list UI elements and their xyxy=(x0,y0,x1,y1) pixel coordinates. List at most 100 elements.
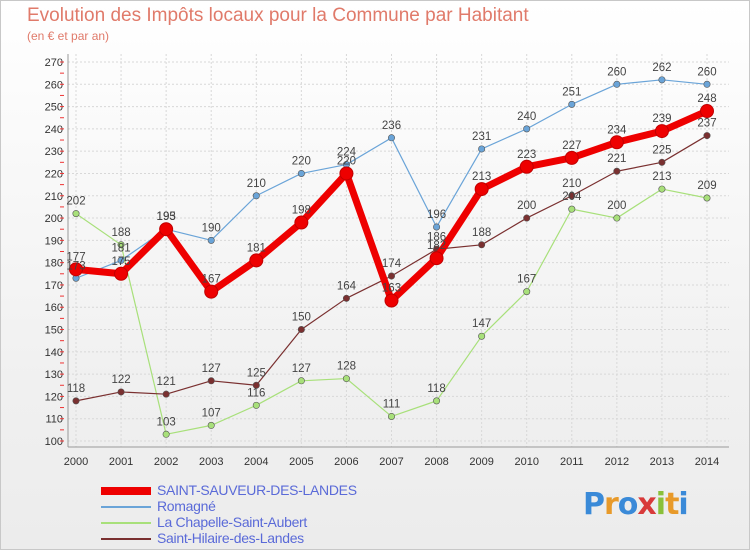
data-point xyxy=(207,377,215,385)
data-label: 107 xyxy=(202,407,221,419)
legend-label: SAINT-SAUVEUR-DES-LANDES xyxy=(157,482,357,498)
data-point xyxy=(568,192,576,200)
chart-title: Evolution des Impôts locaux pour la Comm… xyxy=(27,5,529,26)
x-tick-label: 2012 xyxy=(605,456,629,468)
y-tick-label: 190 xyxy=(45,235,63,247)
data-point xyxy=(207,421,215,429)
y-tick-label: 270 xyxy=(45,57,63,69)
legend-label: Saint-Hilaire-des-Landes xyxy=(157,530,304,546)
x-tick-label: 2008 xyxy=(424,456,448,468)
logo-letter: o xyxy=(617,487,639,522)
data-label: 111 xyxy=(383,398,400,410)
data-point xyxy=(387,134,395,142)
data-label: 164 xyxy=(337,280,357,292)
data-label: 220 xyxy=(292,155,311,167)
data-label: 239 xyxy=(652,113,671,125)
data-point xyxy=(297,377,305,385)
legend-swatch xyxy=(101,487,151,495)
legend-swatch xyxy=(101,538,151,540)
data-label: 237 xyxy=(697,118,716,130)
data-point xyxy=(433,397,441,405)
data-label: 167 xyxy=(517,274,536,286)
data-point xyxy=(519,159,534,174)
data-label: 202 xyxy=(66,196,85,208)
data-point xyxy=(297,326,305,334)
x-tick-label: 2013 xyxy=(650,456,674,468)
data-point xyxy=(613,214,621,222)
data-point xyxy=(249,253,264,268)
x-tick-label: 2005 xyxy=(289,456,313,468)
data-point xyxy=(478,241,486,249)
data-label: 125 xyxy=(247,367,266,379)
data-label: 193 xyxy=(157,211,176,223)
y-tick-label: 200 xyxy=(45,213,63,225)
data-label: 234 xyxy=(607,124,627,136)
data-point xyxy=(252,192,260,200)
data-label: 240 xyxy=(517,111,536,123)
data-label: 262 xyxy=(652,62,671,74)
x-tick-label: 2001 xyxy=(109,456,133,468)
logo-letter: x xyxy=(637,487,656,522)
data-point xyxy=(478,332,486,340)
data-point xyxy=(297,169,305,177)
logo-letter: r xyxy=(604,487,619,522)
data-label: 260 xyxy=(697,66,716,78)
data-point xyxy=(613,167,621,175)
data-label: 163 xyxy=(382,283,401,295)
x-tick-label: 2003 xyxy=(199,456,223,468)
data-point xyxy=(609,135,624,150)
data-point xyxy=(703,80,711,88)
data-point xyxy=(252,381,260,389)
x-tick-label: 2007 xyxy=(379,456,403,468)
x-tick-label: 2000 xyxy=(64,456,88,468)
data-label: 190 xyxy=(202,222,221,234)
data-label: 116 xyxy=(247,387,265,399)
data-label: 210 xyxy=(562,178,581,190)
logo-letter: i xyxy=(655,487,666,522)
data-point xyxy=(114,266,129,281)
data-label: 209 xyxy=(697,180,716,192)
y-tick-label: 210 xyxy=(45,191,63,203)
data-point xyxy=(613,80,621,88)
data-point xyxy=(654,124,669,139)
data-point xyxy=(474,182,489,197)
grid xyxy=(68,54,729,447)
axes: 1001101201301401501601701801902002102202… xyxy=(45,54,729,468)
data-label: 181 xyxy=(247,242,266,254)
data-label: 225 xyxy=(652,144,671,156)
data-point xyxy=(342,294,350,302)
data-label: 200 xyxy=(517,200,536,212)
data-label: 195 xyxy=(157,211,176,223)
data-point xyxy=(342,375,350,383)
data-point xyxy=(72,210,80,218)
data-point xyxy=(162,430,170,438)
data-point xyxy=(700,104,714,119)
data-point xyxy=(117,241,125,249)
x-tick-label: 2004 xyxy=(244,456,268,468)
legend-swatch xyxy=(101,506,151,508)
data-point xyxy=(117,256,125,264)
y-tick-label: 130 xyxy=(45,369,63,381)
data-label: 220 xyxy=(337,155,356,167)
y-tick-label: 120 xyxy=(45,391,63,403)
data-label: 221 xyxy=(607,153,626,165)
data-label: 127 xyxy=(292,363,311,375)
data-point xyxy=(568,100,576,108)
data-label: 127 xyxy=(202,363,221,375)
data-point xyxy=(429,251,444,266)
legend-label: La Chapelle-Saint-Aubert xyxy=(157,514,308,530)
data-point xyxy=(384,293,399,308)
data-label: 121 xyxy=(157,376,176,388)
data-label: 188 xyxy=(472,227,491,239)
data-point xyxy=(564,150,579,165)
legend-label: Romagné xyxy=(157,498,216,514)
x-tick-label: 2010 xyxy=(514,456,538,468)
data-point xyxy=(294,215,309,230)
data-point xyxy=(658,158,666,166)
data-point xyxy=(703,132,711,140)
data-label: 118 xyxy=(67,383,85,395)
y-tick-label: 180 xyxy=(45,258,63,270)
y-tick-label: 140 xyxy=(45,347,63,359)
data-label: 167 xyxy=(202,274,221,286)
logo-letter: i xyxy=(678,487,688,522)
